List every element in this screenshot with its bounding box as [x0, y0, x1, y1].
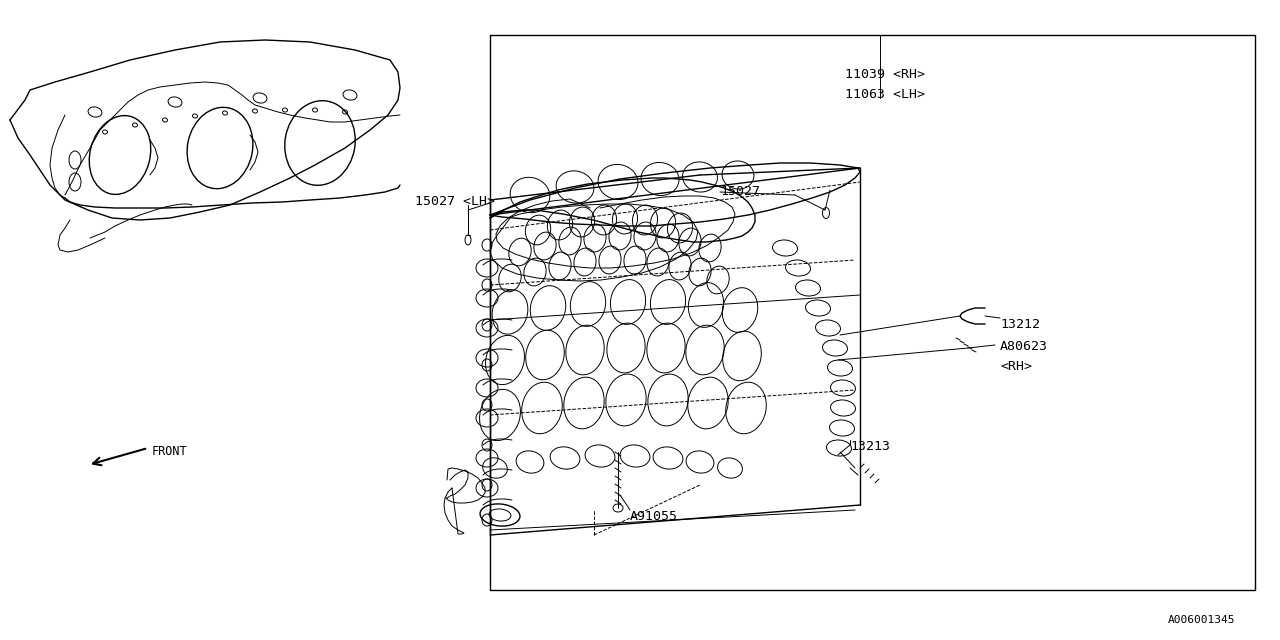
Text: FRONT: FRONT	[152, 445, 188, 458]
Text: <RH>: <RH>	[1000, 360, 1032, 373]
Text: A91055: A91055	[630, 510, 678, 523]
Text: A006001345: A006001345	[1167, 615, 1235, 625]
Text: 15027: 15027	[719, 185, 760, 198]
Text: 13213: 13213	[850, 440, 890, 453]
Text: 13212: 13212	[1000, 318, 1039, 331]
Text: 11063 <LH>: 11063 <LH>	[845, 88, 925, 101]
Text: 15027 <LH>: 15027 <LH>	[415, 195, 495, 208]
Text: 11039 <RH>: 11039 <RH>	[845, 68, 925, 81]
Text: A80623: A80623	[1000, 340, 1048, 353]
